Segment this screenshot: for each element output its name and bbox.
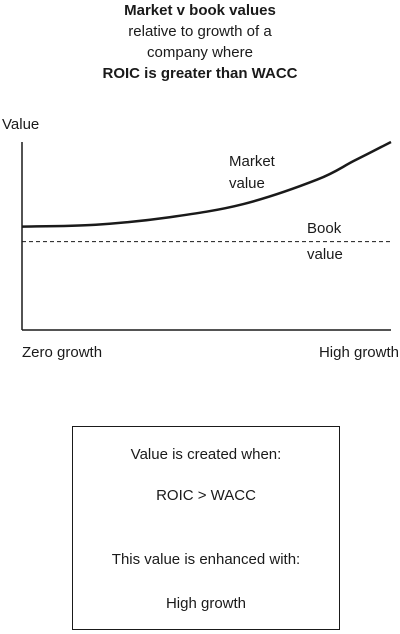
x-axis-end-label: High growth [319,344,399,361]
book-value-label-line-2: value [307,246,343,263]
market-value-label-line-2: value [229,175,265,192]
market-value-line [21,140,392,228]
market-value-label-line-1: Market [229,153,276,170]
chart: Value Market value Book value Zero growt… [2,116,399,361]
info-box-line-4: High growth [165,595,247,612]
chart-subtitle-line-3: ROIC is greater than WACC [102,65,298,82]
chart-subtitle-line-1: relative to growth of a [128,23,272,40]
x-axis-start-label: Zero growth [22,344,102,361]
info-box-line-3: This value is enhanced with: [111,551,301,568]
y-axis-label: Value [2,116,39,133]
chart-subtitle-line-2: company where [147,44,253,61]
book-value-label-line-1: Book [307,220,342,237]
info-box-line-1: Value is created when: [130,446,282,463]
chart-title-block: Market v book values relative to growth … [0,0,400,84]
info-box: Value is created when: ROIC > WACC This … [72,426,340,630]
chart-title: Market v book values [124,2,276,19]
info-box-line-2: ROIC > WACC [156,487,256,504]
